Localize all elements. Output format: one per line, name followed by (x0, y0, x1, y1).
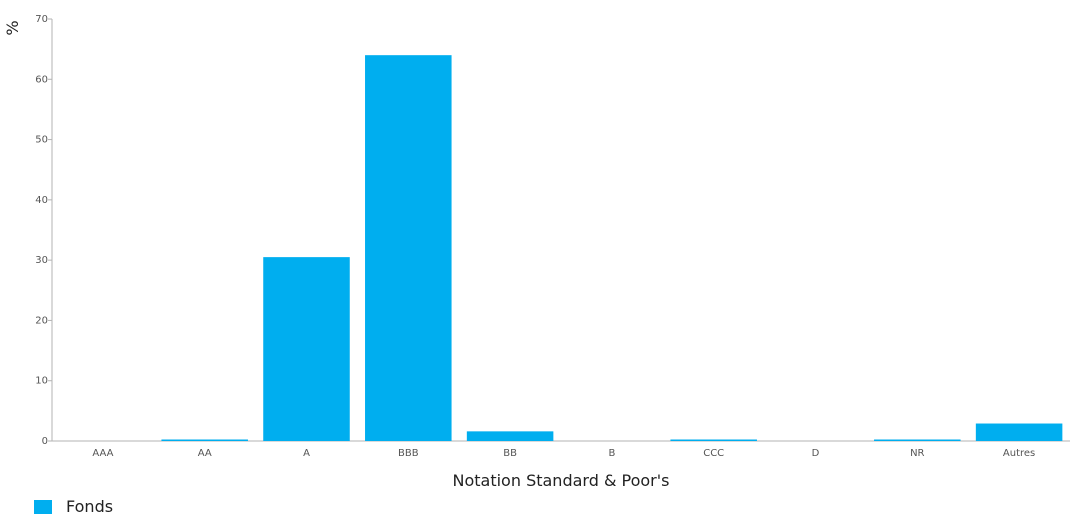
bar-bb (466, 431, 554, 441)
x-axis-title: Notation Standard & Poor's (453, 471, 670, 490)
x-tick-label: BBB (398, 448, 419, 459)
y-tick-label: 0 (42, 436, 48, 447)
x-tick-label: Autres (1003, 448, 1035, 459)
x-tick-label: D (812, 448, 820, 459)
x-tick-label: A (303, 448, 310, 459)
axes (51, 19, 1070, 442)
legend-label: Fonds (66, 497, 114, 516)
x-tick-label: BB (503, 448, 517, 459)
y-axis-title: % (3, 20, 22, 35)
bar-bbb (365, 55, 452, 442)
bars (161, 55, 1063, 442)
x-tick-label: B (608, 448, 615, 459)
bar-ccc (670, 439, 757, 441)
y-tick-label: 40 (35, 195, 48, 206)
bar-nr (874, 439, 961, 441)
bar-a (263, 257, 350, 441)
x-tick-label: AAA (92, 448, 113, 459)
y-tick-label: 70 (35, 14, 48, 25)
x-tick-label: NR (910, 448, 924, 459)
y-tick-label: 20 (35, 315, 48, 326)
legend: Fonds (34, 497, 113, 516)
y-tick-label: 30 (35, 255, 48, 266)
y-axis-ticks: 0 10 20 30 40 50 60 70 (35, 14, 52, 447)
bar-autres (975, 423, 1063, 441)
legend-swatch (34, 499, 52, 514)
x-tick-label: CCC (703, 448, 724, 459)
y-tick-label: 50 (35, 135, 48, 146)
bar-aa (161, 439, 248, 441)
x-axis-ticks: AAA AA A BBB BB B CCC D NR Autres (92, 448, 1035, 459)
y-tick-label: 10 (35, 376, 48, 387)
y-tick-label: 60 (35, 74, 48, 85)
x-tick-label: AA (198, 448, 212, 459)
